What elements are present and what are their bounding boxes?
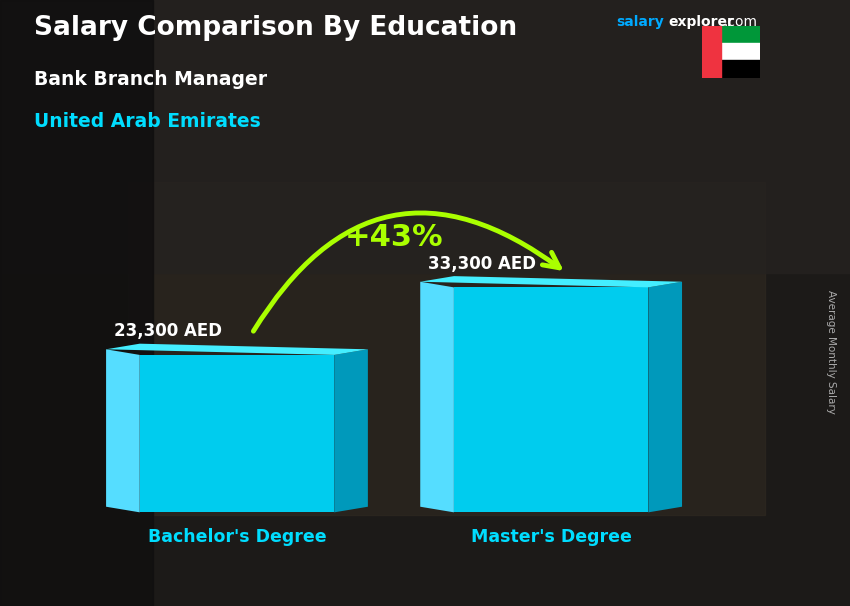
Text: 23,300 AED: 23,300 AED xyxy=(114,322,222,341)
Text: salary: salary xyxy=(616,15,664,29)
Polygon shape xyxy=(649,282,682,512)
Bar xyxy=(139,355,334,512)
Bar xyxy=(0,0,153,606)
Text: Bachelor's Degree: Bachelor's Degree xyxy=(148,528,326,546)
Bar xyxy=(0,0,850,273)
Text: Salary Comparison By Education: Salary Comparison By Education xyxy=(34,15,517,41)
Polygon shape xyxy=(420,282,454,512)
FancyArrowPatch shape xyxy=(253,213,559,331)
Text: +43%: +43% xyxy=(345,224,444,252)
Text: Master's Degree: Master's Degree xyxy=(471,528,632,546)
Polygon shape xyxy=(106,344,368,355)
Text: Bank Branch Manager: Bank Branch Manager xyxy=(34,70,267,88)
Bar xyxy=(128,182,765,515)
Polygon shape xyxy=(334,349,368,512)
Text: .com: .com xyxy=(723,15,757,29)
Bar xyxy=(702,26,760,43)
Text: United Arab Emirates: United Arab Emirates xyxy=(34,112,261,131)
Text: explorer: explorer xyxy=(668,15,734,29)
Text: Average Monthly Salary: Average Monthly Salary xyxy=(826,290,836,413)
Bar xyxy=(702,61,760,78)
Bar xyxy=(702,26,721,78)
Bar xyxy=(702,43,760,61)
Text: 33,300 AED: 33,300 AED xyxy=(428,255,536,273)
Polygon shape xyxy=(420,276,682,287)
Polygon shape xyxy=(106,349,139,512)
Bar xyxy=(454,287,649,512)
